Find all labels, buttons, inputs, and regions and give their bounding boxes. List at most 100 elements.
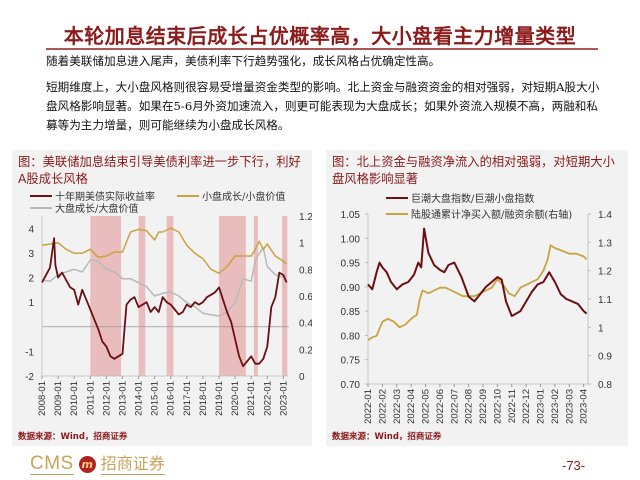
svg-text:2022-01: 2022-01 bbox=[363, 389, 374, 424]
chart-panel-right: 图：北上资金与融资净流入的相对强弱，对短期大小盘风格影响显著 巨潮大盘指数/巨潮… bbox=[326, 150, 628, 446]
svg-text:2010-01: 2010-01 bbox=[69, 381, 80, 416]
detail-paragraph: 短期维度上，大小盘风格则很容易受增量资金类型的影响。北上资金与融资资金的相对强弱… bbox=[46, 80, 600, 132]
shaded-period bbox=[282, 216, 288, 376]
svg-text:2022-10: 2022-10 bbox=[492, 389, 503, 424]
legend-item-index-ratio: 巨潮大盘指数/巨潮小盘指数 bbox=[386, 190, 534, 205]
shaded-period bbox=[253, 216, 258, 376]
company-logo: CMS m 招商证券 bbox=[30, 454, 165, 475]
svg-text:2022-07: 2022-07 bbox=[449, 389, 460, 424]
svg-text:3: 3 bbox=[28, 249, 34, 260]
svg-text:0.80: 0.80 bbox=[341, 331, 361, 342]
legend-swatch-large-cap bbox=[30, 206, 52, 209]
legend-label: 小盘成长/小盘价值 bbox=[202, 192, 286, 203]
svg-text:1.3: 1.3 bbox=[598, 238, 612, 249]
svg-text:1.2: 1.2 bbox=[598, 267, 612, 278]
svg-text:2013-01: 2013-01 bbox=[117, 381, 128, 416]
svg-text:0.8: 0.8 bbox=[598, 380, 612, 391]
series-line bbox=[41, 227, 288, 275]
svg-text:2022-02: 2022-02 bbox=[377, 389, 388, 424]
chart-title-left: 图：美联储加息结束引导美债利率进一步下行，利好A股成长风格 bbox=[18, 155, 301, 186]
legend-swatch-northbound bbox=[386, 212, 408, 215]
svg-text:0.8: 0.8 bbox=[299, 265, 312, 276]
svg-text:2017-01: 2017-01 bbox=[182, 381, 193, 416]
svg-text:4: 4 bbox=[28, 224, 34, 235]
line-chart-right: 0.70 0.75 0.80 0.85 0.90 0.95 1.00 1.05 0.8 0.9 1 1… bbox=[341, 210, 613, 424]
svg-text:2022-09: 2022-09 bbox=[478, 389, 489, 424]
svg-text:0.90: 0.90 bbox=[341, 283, 361, 294]
svg-text:2: 2 bbox=[28, 274, 34, 285]
series-line bbox=[41, 247, 288, 317]
page-number: -73- bbox=[562, 458, 586, 473]
title-divider bbox=[46, 48, 598, 50]
summary-paragraph: 随着美联储加息进入尾声，美债利率下行趋势强化，成长风格占优确定性高。 bbox=[46, 54, 441, 68]
chart-title-right: 图：北上资金与融资净流入的相对强弱，对短期大小盘风格影响显著 bbox=[332, 155, 615, 186]
legend-label: 陆股通累计净买入额/融资余额(右轴) bbox=[411, 210, 573, 221]
svg-text:-2: -2 bbox=[25, 372, 34, 383]
shaded-period bbox=[219, 216, 246, 376]
svg-text:2022-11: 2022-11 bbox=[507, 389, 518, 423]
svg-text:2023-02: 2023-02 bbox=[550, 389, 561, 424]
legend-label: 巨潮大盘指数/巨潮小盘指数 bbox=[411, 194, 535, 205]
svg-text:2020-01: 2020-01 bbox=[230, 381, 241, 416]
svg-text:2014-01: 2014-01 bbox=[134, 381, 145, 416]
svg-text:0.75: 0.75 bbox=[341, 356, 361, 367]
legend-item-northbound-ratio: 陆股通累计净买入额/融资余额(右轴) bbox=[386, 206, 572, 221]
svg-text:0.4: 0.4 bbox=[299, 319, 312, 330]
series-line bbox=[41, 237, 288, 368]
legend-swatch-real-yield bbox=[30, 194, 52, 197]
svg-text:2022-05: 2022-05 bbox=[421, 389, 432, 424]
svg-text:0.95: 0.95 bbox=[341, 259, 361, 270]
chart-source-right: 数据来源：Wind，招商证券 bbox=[332, 432, 442, 442]
svg-text:2022-04: 2022-04 bbox=[406, 389, 417, 424]
shaded-period bbox=[90, 216, 122, 376]
svg-text:-1: -1 bbox=[25, 347, 34, 358]
svg-text:1: 1 bbox=[28, 298, 34, 309]
legend-item-small-cap-ratio: 小盘成长/小盘价值 bbox=[177, 188, 285, 203]
svg-text:1.05: 1.05 bbox=[341, 210, 361, 221]
chart-panel-left: 图：美联储加息结束引导美债利率进一步下行，利好A股成长风格 十年期美债实际收益率… bbox=[12, 150, 312, 446]
svg-text:2022-08: 2022-08 bbox=[464, 389, 475, 424]
svg-text:2023-04: 2023-04 bbox=[579, 389, 590, 424]
svg-text:2012-01: 2012-01 bbox=[101, 381, 112, 416]
legend-swatch-index-ratio bbox=[386, 196, 408, 199]
svg-text:2022-06: 2022-06 bbox=[435, 389, 446, 424]
shaded-period bbox=[166, 216, 174, 376]
legend-swatch-small-cap bbox=[177, 194, 199, 197]
series-line bbox=[367, 227, 588, 317]
svg-text:2021-01: 2021-01 bbox=[246, 381, 257, 416]
logo-text-en: CMS bbox=[30, 453, 74, 475]
svg-text:0.6: 0.6 bbox=[299, 292, 312, 303]
svg-text:2011-01: 2011-01 bbox=[85, 381, 96, 415]
logo-text-cn: 招商证券 bbox=[100, 454, 165, 475]
svg-text:2015-01: 2015-01 bbox=[150, 381, 161, 416]
legend-item-large-cap-ratio: 大盘成长/大盘价值 bbox=[30, 200, 138, 215]
svg-text:2023-01: 2023-01 bbox=[278, 381, 289, 416]
svg-text:2009-01: 2009-01 bbox=[53, 381, 64, 416]
svg-text:0.85: 0.85 bbox=[341, 307, 361, 318]
svg-text:1.2: 1.2 bbox=[299, 212, 312, 223]
page-title: 本轮加息结束后成长占优概率高，大小盘看主力增量类型 bbox=[63, 24, 577, 48]
svg-text:1.00: 1.00 bbox=[341, 234, 361, 245]
svg-text:2023-03: 2023-03 bbox=[564, 389, 575, 424]
svg-text:2023-01: 2023-01 bbox=[536, 389, 547, 424]
line-chart-left: -2 -1 1 2 3 4 0 0.2 0.4 0.6 0.8 1 1.2 2008-01 2009-01 2… bbox=[25, 212, 312, 416]
legend-label: 大盘成长/大盘价值 bbox=[55, 204, 139, 215]
svg-text:2019-01: 2019-01 bbox=[214, 381, 225, 416]
svg-text:0.2: 0.2 bbox=[299, 345, 312, 356]
svg-text:2022-03: 2022-03 bbox=[392, 389, 403, 424]
svg-text:1: 1 bbox=[299, 239, 305, 250]
svg-text:2022-12: 2022-12 bbox=[521, 389, 532, 424]
shaded-period bbox=[138, 216, 146, 376]
svg-text:2008-01: 2008-01 bbox=[37, 381, 48, 416]
svg-text:0.70: 0.70 bbox=[341, 380, 361, 391]
svg-text:2018-01: 2018-01 bbox=[198, 381, 209, 416]
logo-mark-icon: m bbox=[78, 456, 96, 473]
svg-text:1.4: 1.4 bbox=[598, 210, 612, 221]
legend-item-real-yield: 十年期美债实际收益率 bbox=[30, 188, 155, 203]
legend-label: 十年期美债实际收益率 bbox=[55, 192, 155, 203]
chart-source-left: 数据来源：Wind，招商证券 bbox=[18, 432, 128, 442]
svg-text:2022-01: 2022-01 bbox=[262, 381, 273, 416]
svg-text:0.9: 0.9 bbox=[598, 352, 612, 363]
series-line bbox=[367, 244, 588, 341]
svg-text:1: 1 bbox=[598, 323, 604, 334]
